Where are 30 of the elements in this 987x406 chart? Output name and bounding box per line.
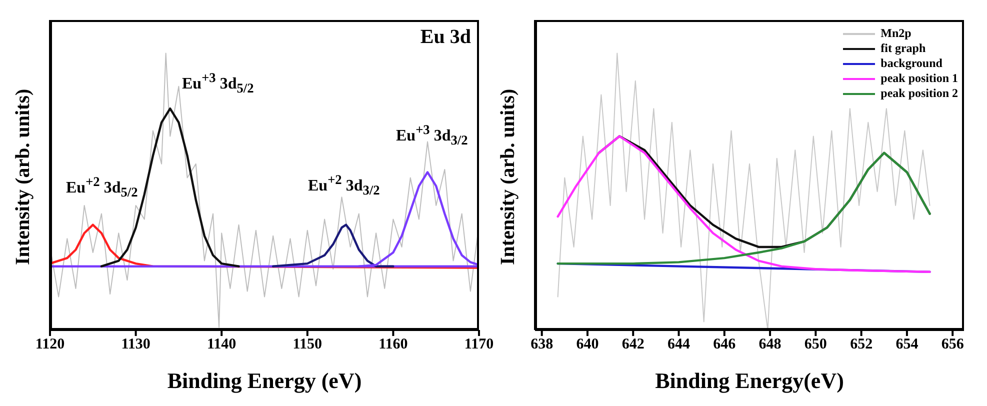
x-tick-label: 656 <box>941 336 964 353</box>
x-tick-label: 644 <box>668 336 691 353</box>
x-tick-label: 1120 <box>35 336 65 353</box>
x-tick-label: 638 <box>530 336 554 353</box>
y-axis-title: Intensity (arb. units) <box>497 88 520 265</box>
x-tick-label: 1150 <box>292 336 322 353</box>
annotation: Eu$^{+2}$ 3d$_{5/2}$ <box>66 174 138 201</box>
legend-label: fit graph <box>880 41 926 56</box>
x-axis-title: Binding Energy(eV) <box>655 368 844 393</box>
x-tick-label: 652 <box>850 336 873 353</box>
text: Eu 3d <box>420 26 471 49</box>
legend-label: peak position 2 <box>880 86 958 101</box>
annotation: Eu$^{+2}$ 3d$_{3/2}$ <box>308 172 380 199</box>
x-tick-label: 648 <box>758 336 782 353</box>
x-tick-label: 640 <box>576 336 599 353</box>
annotation: Eu$^{+3}$ 3d$_{3/2}$ <box>396 122 468 149</box>
legend-label: background <box>880 56 942 71</box>
x-tick-label: 650 <box>804 336 827 353</box>
x-tick-label: 1140 <box>207 336 236 353</box>
x-tick-label: 642 <box>622 336 644 353</box>
x-tick-label: 1130 <box>121 336 150 353</box>
x-tick-label: 1170 <box>464 336 494 353</box>
legend-label: peak position 1 <box>880 71 958 86</box>
x-tick-label: 1160 <box>378 336 408 353</box>
x-axis-title: Binding Energy (eV) <box>167 368 362 393</box>
x-tick-label: 654 <box>896 336 919 353</box>
x-tick-label: 646 <box>713 336 736 353</box>
annotation: Eu$^{+3}$ 3d$_{5/2}$ <box>182 70 254 97</box>
y-axis-title: Intensity (arb. units) <box>12 88 34 265</box>
legend-label: Mn2p <box>880 26 912 41</box>
